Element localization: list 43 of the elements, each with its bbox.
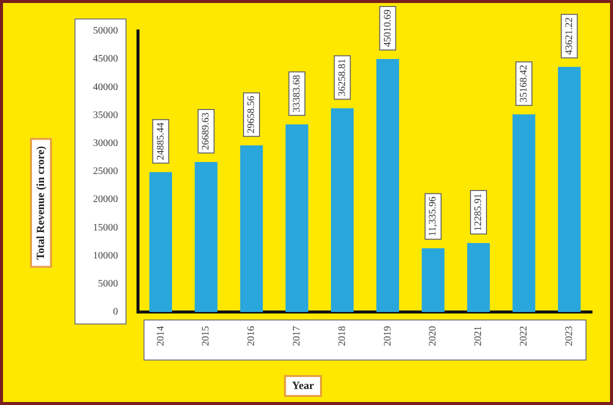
bar (330, 108, 354, 312)
data-label: 26689.63 (200, 112, 212, 150)
y-tick-label: 45000 (93, 54, 118, 65)
bar (422, 248, 444, 312)
bar (240, 145, 263, 312)
data-label: 45010.69 (382, 10, 394, 48)
x-tick-label: 2017 (292, 326, 303, 346)
bar (467, 242, 490, 312)
data-label: 43621.22 (564, 17, 575, 55)
x-axis-title: Year (284, 375, 322, 397)
bar (512, 114, 536, 312)
bar (558, 66, 581, 312)
y-tick-label: 35000 (93, 110, 118, 121)
y-tick-label: 40000 (93, 82, 118, 93)
x-tick-label: 2023 (564, 326, 575, 346)
y-axis-title: Total Revenue (in crore) (30, 138, 52, 268)
x-tick-label: 2022 (518, 326, 530, 346)
y-tick-label: 30000 (93, 138, 118, 150)
bar (286, 124, 308, 312)
x-tick-label: 2018 (336, 326, 348, 346)
bar (194, 162, 218, 312)
y-tick-label: 0 (113, 306, 118, 318)
data-label: 35168.42 (518, 64, 530, 102)
data-label: 11,335.96 (428, 196, 439, 236)
bar (149, 172, 172, 312)
y-tick-label: 25000 (93, 166, 118, 178)
data-label: 24885.44 (155, 122, 166, 160)
x-tick-label: 2016 (246, 326, 258, 346)
x-tick-label: 2020 (428, 326, 439, 346)
data-label: 33383.68 (292, 74, 303, 112)
y-tick-label: 15000 (93, 222, 118, 234)
x-tick-label: 2021 (473, 326, 484, 346)
x-tick-label: 2019 (382, 326, 394, 346)
y-tick-label: 5000 (98, 278, 118, 290)
x-tick-label: 2015 (200, 326, 212, 346)
y-tick-label: 50000 (93, 26, 118, 37)
y-tick-label: 20000 (93, 194, 118, 206)
bar (376, 59, 400, 312)
y-tick-label: 10000 (93, 250, 118, 262)
x-tick-label: 2014 (155, 326, 166, 346)
data-label: 12285.91 (473, 193, 484, 231)
data-label: 29658.56 (246, 96, 258, 134)
data-label: 36258.81 (336, 58, 348, 96)
